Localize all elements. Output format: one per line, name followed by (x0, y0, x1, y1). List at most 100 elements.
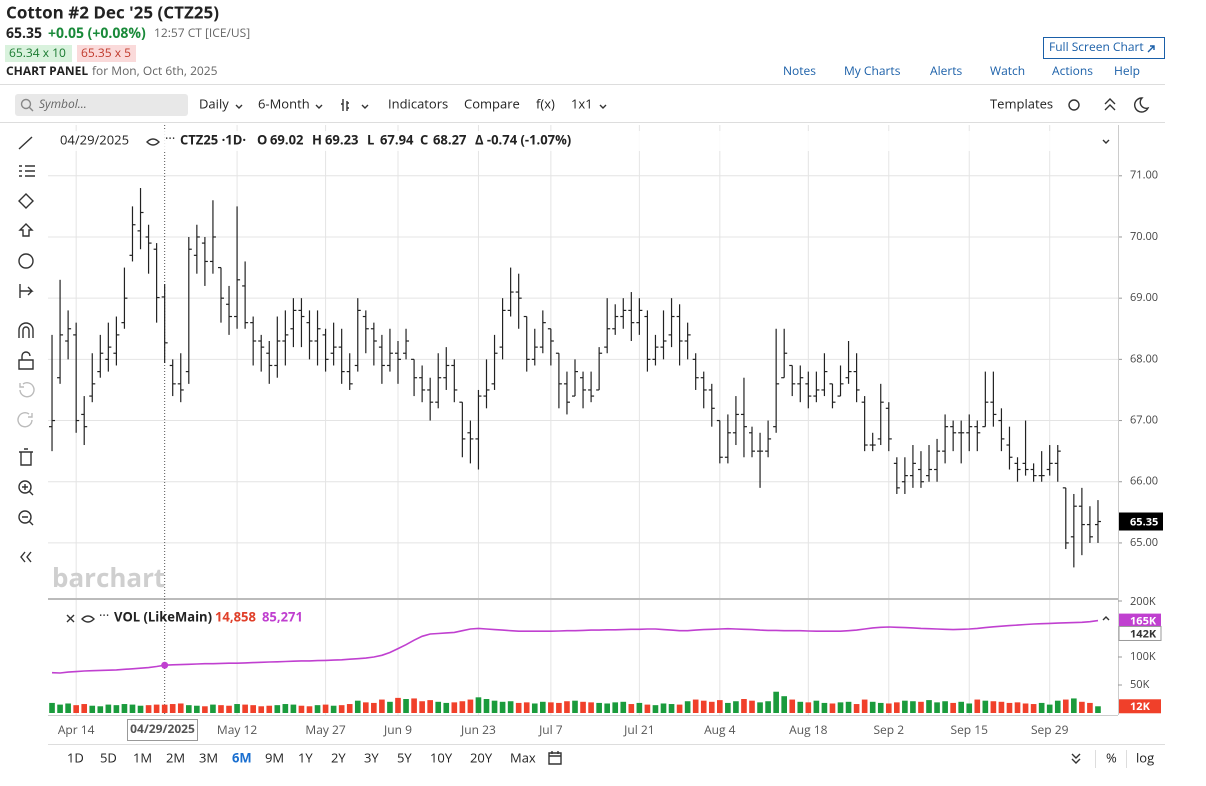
volume-bar (403, 699, 409, 713)
tool-zoom-in[interactable] (22, 484, 34, 496)
volume-bar (395, 697, 401, 713)
tool-collapse[interactable] (20, 551, 32, 563)
volume-bar (596, 702, 602, 713)
crosshair-date: 04/29/2025 (130, 720, 195, 737)
volume-bar (869, 701, 876, 713)
tool-measure[interactable] (19, 284, 34, 298)
volume-bar (371, 702, 377, 713)
ohlc-legend: O 69.02 H 69.23 L 67.94 C 68.27 (257, 130, 467, 148)
tool-zoom-out[interactable] (22, 516, 34, 526)
header-link[interactable]: Actions (1052, 62, 1093, 79)
tool-lock[interactable] (18, 351, 34, 370)
toolbar-item[interactable]: 6-Month (258, 94, 310, 112)
tool-line[interactable] (18, 136, 33, 150)
close-study[interactable] (66, 614, 75, 623)
legend-collapse[interactable] (1102, 139, 1110, 144)
tool-shape[interactable] (18, 193, 34, 209)
period-button[interactable]: 6M (232, 748, 252, 766)
volume-bar (411, 698, 417, 713)
period-button[interactable]: 9M (265, 748, 284, 766)
search-placeholder[interactable]: Symbol... (39, 95, 87, 112)
full-screen-label[interactable]: Full Screen Chart (1049, 38, 1144, 55)
chart-type-icon[interactable] (341, 99, 349, 111)
period-button[interactable]: Max (510, 748, 536, 766)
y-tick-label: 67.00 (1130, 412, 1158, 427)
volume-bar (298, 705, 305, 713)
calendar-icon[interactable] (548, 751, 562, 765)
tool-arrow[interactable] (18, 223, 34, 237)
volume-bar (475, 697, 482, 713)
legend-menu[interactable]: ··· (165, 128, 175, 146)
x-tick-label: Jul 7 (538, 721, 563, 738)
tool-fib[interactable] (19, 165, 35, 177)
dropdown-icon[interactable] (361, 104, 369, 109)
volume-bar (531, 703, 538, 713)
period-button[interactable]: 2Y (331, 748, 346, 766)
period-button[interactable]: 20Y (470, 748, 493, 766)
templates[interactable]: Templates (990, 94, 1053, 112)
toolbar-item[interactable]: Daily (199, 94, 229, 112)
expand-icon[interactable] (1071, 753, 1081, 764)
volume-bar (950, 702, 956, 713)
x-tick-label: Apr 14 (58, 721, 95, 738)
ohlc-legend-label: L (367, 130, 374, 148)
volume-bar (346, 704, 353, 713)
tool-zoom-out[interactable] (18, 510, 32, 524)
volume-bar (210, 704, 216, 713)
dropdown-icon[interactable] (235, 104, 243, 109)
settings-icon[interactable] (1068, 99, 1080, 111)
full-screen-icon[interactable] (1147, 45, 1155, 53)
period-button[interactable]: 3Y (364, 748, 379, 766)
toolbar-item[interactable]: Indicators (388, 94, 448, 112)
dropdown-icon[interactable] (315, 104, 323, 109)
period-button[interactable]: 1Y (298, 748, 313, 766)
y-tick-label: 69.00 (1130, 290, 1158, 305)
period-button[interactable]: 3M (199, 748, 218, 766)
volume-bar (459, 701, 466, 713)
period-button[interactable]: 5D (100, 748, 117, 766)
volume-bar (1038, 702, 1045, 713)
tool-magnet[interactable] (18, 322, 34, 338)
volume-bar (982, 700, 989, 713)
period-button[interactable]: 2M (166, 748, 185, 766)
toolbar-item[interactable]: f(x) (536, 94, 555, 112)
header-link[interactable]: Help (1114, 62, 1140, 79)
volume-bar (845, 701, 852, 713)
header-link[interactable]: Watch (990, 62, 1025, 79)
collapse-icon[interactable] (1104, 98, 1116, 111)
period-button[interactable]: 1M (133, 748, 152, 766)
volume-bar (443, 702, 450, 713)
full-screen-button[interactable] (1043, 37, 1165, 59)
legend-menu[interactable]: ··· (99, 605, 109, 623)
toolbar-item[interactable]: Compare (464, 94, 520, 112)
period-button[interactable]: 10Y (430, 748, 453, 766)
scale-option[interactable]: log (1136, 748, 1154, 766)
header-link[interactable]: Alerts (930, 62, 963, 79)
tool-delete[interactable] (19, 448, 33, 466)
tool-redo[interactable] (17, 412, 33, 428)
volume-bar (877, 702, 884, 713)
volume-bar (885, 703, 892, 713)
period-button[interactable]: 5Y (397, 748, 412, 766)
volume-bar (821, 702, 828, 713)
dropdown-icon[interactable] (599, 104, 607, 109)
ohlc-legend-value: 68.27 (433, 130, 467, 148)
tool-undo[interactable] (19, 382, 35, 398)
study-collapse[interactable] (1102, 616, 1110, 621)
volume-line (51, 619, 1099, 674)
header-link[interactable]: Notes (783, 62, 816, 79)
volume-bar (684, 701, 691, 713)
tool-number[interactable] (18, 253, 34, 269)
tool-zoom-in[interactable] (18, 480, 32, 494)
period-button[interactable]: 1D (67, 748, 84, 766)
visibility-icon[interactable] (146, 138, 160, 146)
visibility-icon[interactable] (81, 615, 95, 623)
toolbar: Daily 6-Month Indicators Compare f(x) 1x1 (199, 94, 607, 112)
theme-icon[interactable] (1134, 97, 1150, 113)
scale-option[interactable]: % (1106, 748, 1117, 766)
header-link[interactable]: My Charts (844, 62, 901, 79)
volume-bar (548, 702, 554, 713)
toolbar-item[interactable]: 1x1 (571, 94, 593, 112)
symbol-search[interactable] (15, 94, 188, 116)
volume-bar (773, 691, 779, 713)
